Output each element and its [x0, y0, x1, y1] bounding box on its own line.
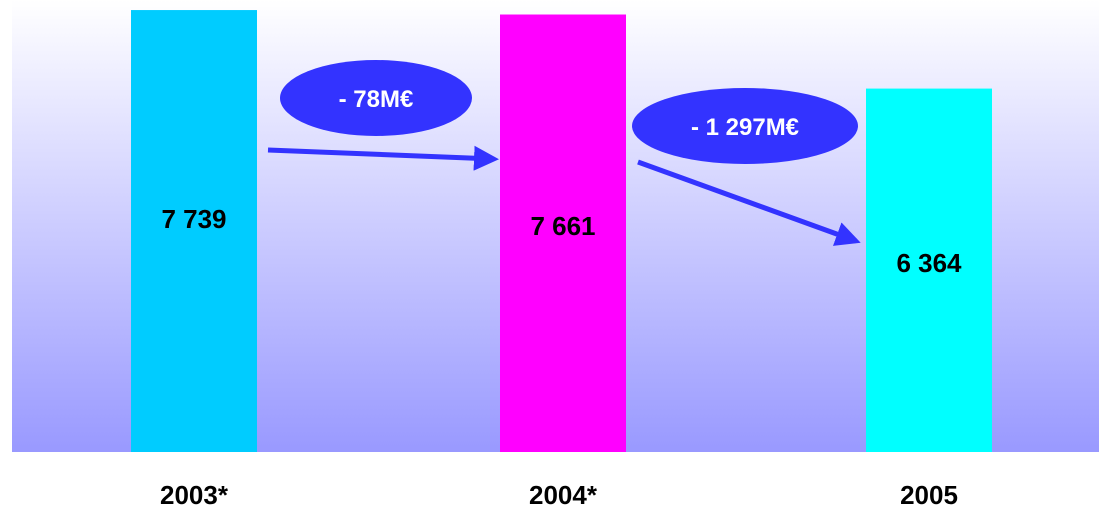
change-arrow-1 — [267, 145, 499, 171]
arrows-group: - 78M€ - 1 297M€ — [267, 60, 861, 246]
category-label-2004: 2004* — [529, 480, 598, 510]
category-label-2003: 2003* — [160, 480, 229, 510]
category-label-2005: 2005 — [900, 480, 958, 510]
bar-2003 — [131, 10, 257, 453]
change-arrow-2 — [637, 159, 861, 246]
bars-group — [131, 10, 992, 453]
value-label-2003: 7 739 — [161, 204, 226, 234]
change-badge-1 — [280, 60, 472, 136]
change-label-2: - 1 297M€ — [691, 114, 799, 141]
change-badge-2 — [632, 88, 858, 164]
labels-group: 7 739 2003* 7 661 2004* 6 364 2005 — [160, 204, 962, 510]
bar-2005 — [866, 88, 992, 453]
bar-2004 — [500, 14, 626, 452]
value-label-2005: 6 364 — [896, 248, 962, 278]
value-label-2004: 7 661 — [530, 211, 595, 241]
change-label-1: - 78M€ — [339, 86, 414, 113]
